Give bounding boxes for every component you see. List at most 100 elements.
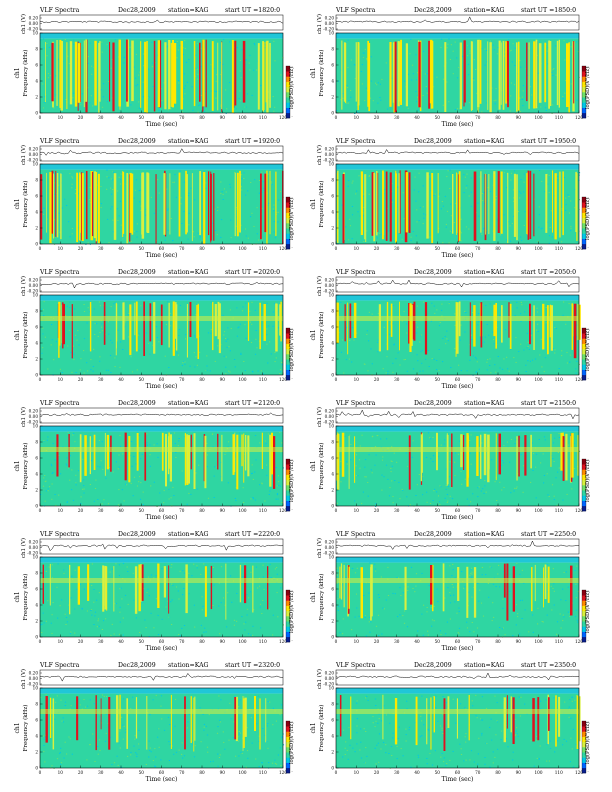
spectrogram-speckle (433, 490, 435, 492)
spectrogram-speckle (182, 98, 184, 100)
spectrogram-speckle (233, 624, 235, 626)
spectrogram-speckle (282, 744, 285, 746)
colorbar-tick-label: - (588, 491, 590, 495)
spectrogram-speckle (86, 610, 88, 612)
spectrogram-sferic (360, 567, 363, 619)
spectrogram-sferic (90, 171, 94, 241)
spectrogram-speckle (365, 635, 368, 637)
spectrogram-speckle (71, 469, 73, 471)
spectrogram-speckle (69, 479, 71, 481)
spectrogram-speckle (449, 188, 451, 190)
spectrogram-speckle (243, 460, 246, 462)
spectrogram-speckle (381, 489, 383, 491)
spectrogram-sferic (424, 302, 428, 355)
spectrogram-speckle (87, 56, 89, 58)
spectrogram-speckle (349, 339, 351, 341)
colorbar-segment (286, 369, 290, 376)
spectrogram-speckle (83, 492, 85, 494)
spectrogram-speckle (181, 365, 183, 366)
spectrogram-sferic (135, 301, 138, 352)
spectrogram-speckle (570, 737, 572, 739)
spectrogram-speckle (444, 335, 446, 337)
spectrogram-sferic (202, 39, 205, 107)
spectrogram-speckle (142, 491, 144, 493)
spectrogram-speckle (449, 602, 452, 604)
spectrogram-speckle (206, 365, 208, 367)
spectrogram-speckle (450, 215, 452, 217)
spectrogram-speckle (54, 718, 56, 720)
y-tick-label: 6 (35, 63, 38, 68)
spectrogram-speckle (214, 90, 216, 92)
colorbar-frame (285, 196, 291, 250)
spectrogram-speckle (101, 441, 103, 443)
x-tick-label: 60 (455, 377, 461, 382)
spectrogram-speckle (73, 43, 75, 45)
spectrogram-speckle (51, 465, 53, 467)
spectrogram-speckle (229, 350, 231, 352)
spectrogram-speckle (472, 78, 474, 79)
spectrogram-sferic (144, 432, 147, 481)
spectrogram-speckle (476, 92, 478, 94)
spectrogram-speckle (273, 204, 275, 206)
spectrogram-speckle (417, 96, 419, 98)
x-tick-label: 20 (78, 377, 84, 382)
y-tick-label: 10 (329, 162, 335, 167)
colorbar-frame (285, 65, 291, 119)
spectrogram-speckle (179, 635, 181, 637)
spectrogram-sferic (420, 434, 422, 482)
spectrogram-speckle (475, 358, 477, 360)
spectrogram-speckle (429, 503, 432, 504)
spectrogram-sferic (168, 40, 171, 110)
spectrogram-speckle (400, 182, 402, 184)
spectrogram-speckle (356, 725, 358, 727)
spectrogram-speckle (513, 490, 515, 492)
spectrogram-speckle (91, 614, 93, 616)
spectrogram-speckle (43, 477, 45, 479)
spectrogram-speckle (64, 314, 67, 316)
spectrogram-speckle (206, 369, 208, 371)
spectrogram-speckle (385, 714, 388, 716)
x-tick-label: 30 (394, 246, 400, 251)
spectrogram-speckle (568, 212, 571, 214)
spectrogram-sferic (234, 40, 237, 106)
colorbar-tick-label: - (588, 65, 590, 69)
spectrogram-speckle (441, 38, 443, 40)
spectrogram-speckle (45, 490, 47, 492)
spectrogram-speckle (338, 453, 341, 455)
spectrogram-speckle (417, 360, 419, 362)
y-tick-label: 10 (33, 31, 39, 36)
spectrogram-speckle (58, 184, 60, 186)
spectrogram-speckle (120, 587, 122, 589)
colorbar-tick-label: - (292, 246, 294, 250)
spectrogram-speckle (266, 464, 268, 466)
spectrogram-sferic (172, 40, 174, 108)
spectrogram-band (40, 578, 283, 583)
spectrogram-speckle (562, 744, 564, 746)
spectrogram-speckle (135, 85, 137, 87)
colorbar-segment (286, 741, 290, 748)
x-tick-label: 50 (435, 770, 441, 775)
spectrogram-sferic (257, 43, 260, 110)
waveform-tick-label: -0.20 (323, 27, 334, 32)
spectrogram-speckle (340, 481, 342, 483)
spectrogram-speckle (112, 219, 114, 221)
spectrogram-speckle (108, 81, 110, 82)
spectrogram-speckle (432, 455, 435, 457)
spectrogram-speckle (379, 232, 381, 234)
x-tick-label: 100 (535, 639, 543, 644)
spectrogram-speckle (94, 323, 96, 325)
spectrogram-speckle (188, 593, 190, 595)
spectrogram-sferic (97, 173, 100, 244)
spectrogram-speckle (198, 335, 200, 337)
spectrogram-speckle (246, 614, 248, 616)
spectrogram-sferic (386, 301, 389, 351)
spectrogram-sferic (234, 172, 236, 237)
spectrogram-speckle (461, 571, 463, 572)
spectrogram-speckle (58, 212, 60, 214)
spectrogram-speckle (152, 760, 154, 761)
spectrogram-speckle (87, 62, 89, 64)
spectrogram-speckle (196, 364, 198, 366)
spectrogram-speckle (134, 738, 136, 740)
spectrogram-sferic (544, 42, 547, 103)
spectrogram-speckle (454, 577, 456, 579)
